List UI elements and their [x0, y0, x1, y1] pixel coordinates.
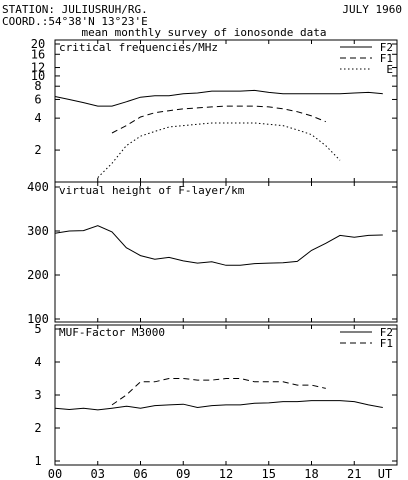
x-tick-label: 00 — [48, 467, 62, 480]
series-line-e — [97, 122, 341, 178]
panel-frame — [54, 39, 398, 183]
panel-title: virtual height of F-layer/km — [59, 184, 245, 197]
x-tick-label: UT — [378, 467, 392, 480]
panel-frame — [54, 324, 398, 466]
x-tick-label: 15 — [262, 467, 276, 480]
x-tick-label: 18 — [304, 467, 318, 480]
series-line-f1 — [111, 105, 326, 134]
coordinates-label: COORD.:54°38'N 13°23'E — [2, 15, 148, 28]
legend-label: F2 — [380, 41, 393, 54]
date-label: JULY 1960 — [342, 3, 402, 16]
panel-title: MUF-Factor M3000 — [59, 326, 165, 339]
y-tick-label: 4 — [34, 355, 41, 369]
y-tick-label: 2 — [34, 143, 41, 157]
y-tick-label: 200 — [27, 268, 49, 282]
y-tick-label: 1 — [34, 454, 41, 468]
y-tick-label: 3 — [34, 388, 41, 402]
y-tick-label: 16 — [31, 47, 45, 61]
legend-label: F1 — [380, 52, 393, 65]
y-tick-label: 2 — [34, 421, 41, 435]
legend-label: F2 — [380, 326, 393, 339]
station-label: STATION: JULIUSRUH/RG. — [2, 3, 148, 16]
legend-label: E — [386, 63, 393, 76]
y-tick-label: 300 — [27, 224, 49, 238]
x-tick-label: 12 — [219, 467, 233, 480]
y-tick-label: 100 — [27, 312, 49, 326]
y-tick-label: 12 — [31, 61, 45, 75]
x-tick-label: 09 — [176, 467, 190, 480]
y-tick-label: 5 — [34, 322, 41, 336]
y-tick-label: 20 — [31, 37, 45, 51]
y-tick-label: 4 — [34, 111, 41, 125]
virtual-height-panel: virtual height of F-layer/km 100 200 300 40… — [27, 180, 398, 326]
series-line-f2 — [54, 400, 383, 411]
x-tick-label: 03 — [91, 467, 105, 480]
y-tick-label: 8 — [34, 79, 41, 93]
x-tick-label: 06 — [133, 467, 147, 480]
y-tick-label: 10 — [31, 69, 45, 83]
panel-title: critical frequencies/MHz — [59, 41, 218, 54]
series-line-main — [54, 225, 383, 266]
y-tick-label: 400 — [27, 180, 49, 194]
y-tick-label: 6 — [34, 92, 41, 106]
x-tick-label: 21 — [347, 467, 361, 480]
legend-label: F1 — [380, 337, 393, 350]
series-line-f1 — [111, 378, 326, 406]
survey-subtitle: mean monthly survey of ionosonde data — [81, 26, 326, 39]
series-line-f2 — [54, 89, 383, 107]
panel-frame — [54, 181, 398, 323]
